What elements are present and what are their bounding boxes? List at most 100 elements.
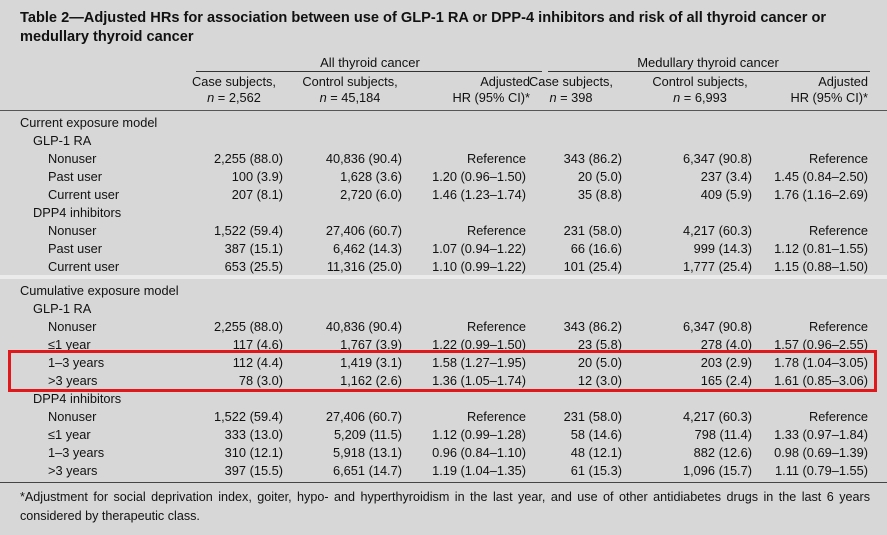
group-header-medullary: Medullary thyroid cancer [637, 55, 779, 70]
table-cell: 1.12 (0.99–1.28) [432, 427, 526, 442]
table-row: ≤1 year 333 (13.0) 5,209 (11.5) 1.12 (0.99–… [0, 426, 887, 444]
table-cell: 117 (4.6) [232, 337, 283, 352]
section-label-row: DPP4 inhibitors [0, 390, 887, 408]
table-title: Table 2—Adjusted HRs for association bet… [20, 10, 827, 45]
table-cell: 1.58 (1.27–1.95) [432, 355, 526, 370]
table-cell: 78 (3.0) [238, 373, 283, 388]
table-cell: 397 (15.5) [224, 463, 283, 478]
column-header-count: HR (95% CI)* [790, 90, 868, 105]
table-cell: 4,217 (60.3) [682, 223, 752, 238]
table-cell: 1.33 (0.97–1.84) [774, 427, 868, 442]
table-cell: 2,720 (6.0) [340, 187, 402, 202]
group-rule-all [196, 71, 542, 72]
table-cell: 882 (12.6) [693, 445, 752, 460]
table-cell: 1.36 (1.05–1.74) [432, 373, 526, 388]
table-cell: 2,255 (88.0) [213, 319, 283, 334]
table-cell: 6,651 (14.7) [332, 463, 402, 478]
column-header-1: Case subjects, n = 2,562 [179, 74, 289, 106]
n-label: n [207, 90, 215, 105]
row-label: Nonuser [48, 151, 97, 166]
table-cell: Reference [808, 319, 868, 334]
column-header-line2: n = 2,562 [179, 90, 289, 106]
table-cell: 1.57 (0.96–2.55) [774, 337, 868, 352]
table-cell: 1.46 (1.23–1.74) [432, 187, 526, 202]
row-label: Nonuser [48, 409, 97, 424]
column-header-6: Adjusted HR (95% CI)* [758, 74, 868, 106]
table-cell: 12 (3.0) [577, 373, 622, 388]
row-label: Current user [48, 259, 120, 274]
table-cell: 999 (14.3) [693, 241, 752, 256]
table-cell: 1.19 (1.04–1.35) [432, 463, 526, 478]
table-cell: 40,836 (90.4) [325, 151, 402, 166]
table-cell: 278 (4.0) [700, 337, 752, 352]
table-cell: 1.20 (0.96–1.50) [432, 169, 526, 184]
table-cell: 20 (5.0) [577, 169, 622, 184]
table-cell: 0.98 (0.69–1.39) [774, 445, 868, 460]
column-header-5: Control subjects, n = 6,993 [640, 74, 760, 106]
table-cell: 5,918 (13.1) [332, 445, 402, 460]
table-cell: 798 (11.4) [694, 427, 752, 442]
table-cell: 1,767 (3.9) [340, 337, 402, 352]
section-label-row: DPP4 inhibitors [0, 204, 887, 222]
table-cell: 1.12 (0.81–1.55) [774, 241, 868, 256]
table-cell: 112 (4.4) [232, 355, 283, 370]
column-header-line2: n = 398 [516, 90, 626, 106]
table-cell: 66 (16.6) [570, 241, 622, 256]
table-cell: 343 (86.2) [563, 319, 622, 334]
table-row: Current user 653 (25.5) 11,316 (25.0) 1.10 … [0, 258, 887, 276]
table-row: Past user 387 (15.1) 6,462 (14.3) 1.07 (0.9… [0, 240, 887, 258]
table-cell: 207 (8.1) [231, 187, 283, 202]
column-header-line1: Case subjects, [192, 74, 276, 89]
table-cell: Reference [808, 151, 868, 166]
highlight-box [8, 350, 877, 392]
row-label: 1–3 years [48, 355, 105, 370]
table-cell: 2,255 (88.0) [213, 151, 283, 166]
column-header-4: Case subjects, n = 398 [516, 74, 626, 106]
column-header-line1: Adjusted [480, 74, 530, 89]
table-cell: Reference [808, 409, 868, 424]
column-header-2: Control subjects, n = 45,184 [290, 74, 410, 106]
table-cell: 27,406 (60.7) [325, 409, 402, 424]
table-cell: 20 (5.0) [577, 355, 622, 370]
section-label-row: Current exposure model [0, 114, 887, 132]
row-label: Nonuser [48, 223, 97, 238]
table-cell: 1,522 (59.4) [213, 409, 283, 424]
table-cell: 409 (5.9) [700, 187, 752, 202]
n-label: n [549, 90, 557, 105]
table-cell: 165 (2.4) [700, 373, 752, 388]
section-label-row: GLP-1 RA [0, 300, 887, 318]
table-cell: 1,096 (15.7) [682, 463, 752, 478]
table-cell: 35 (8.8) [577, 187, 622, 202]
table-cell: 653 (25.5) [224, 259, 283, 274]
row-label: Cumulative exposure model [20, 283, 179, 298]
row-label: GLP-1 RA [33, 301, 92, 316]
table-cell: Reference [466, 409, 526, 424]
table-row: 1–3 years 112 (4.4) 1,419 (3.1) 1.58 (1.27–… [0, 354, 887, 372]
column-header-count: = 45,184 [326, 90, 381, 105]
header-bottom-rule [0, 110, 887, 111]
table-row: >3 years 78 (3.0) 1,162 (2.6) 1.36 (1.05–1.… [0, 372, 887, 390]
section-separator [0, 275, 887, 279]
table-cell: 1.61 (0.85–3.06) [774, 373, 868, 388]
table-cell: 4,217 (60.3) [682, 409, 752, 424]
table-cell: 1.11 (0.79–1.55) [775, 463, 868, 478]
table-cell: 5,209 (11.5) [333, 427, 402, 442]
column-header-count: HR (95% CI)* [452, 90, 530, 105]
table-cell: 231 (58.0) [563, 223, 622, 238]
table-cell: 1.76 (1.16–2.69) [774, 187, 868, 202]
table-row: Nonuser 1,522 (59.4) 27,406 (60.7) Referenc… [0, 408, 887, 426]
row-label: Current user [48, 187, 120, 202]
table-cell: 1.15 (0.88–1.50) [774, 259, 868, 274]
table-row: Nonuser 2,255 (88.0) 40,836 (90.4) Referenc… [0, 318, 887, 336]
table-row: Nonuser 2,255 (88.0) 40,836 (90.4) Referenc… [0, 150, 887, 168]
table-row: 1–3 years 310 (12.1) 5,918 (13.1) 0.96 (0.8… [0, 444, 887, 462]
row-label: ≤1 year [48, 337, 91, 352]
table-cell: Reference [466, 223, 526, 238]
row-label: GLP-1 RA [33, 133, 92, 148]
table-cell: 11,316 (25.0) [326, 259, 402, 274]
n-label: n [673, 90, 681, 105]
table-row: ≤1 year 117 (4.6) 1,767 (3.9) 1.22 (0.99–1.… [0, 336, 887, 354]
row-label: Nonuser [48, 319, 97, 334]
row-label: DPP4 inhibitors [33, 391, 122, 406]
table-cell: 1,522 (59.4) [213, 223, 283, 238]
